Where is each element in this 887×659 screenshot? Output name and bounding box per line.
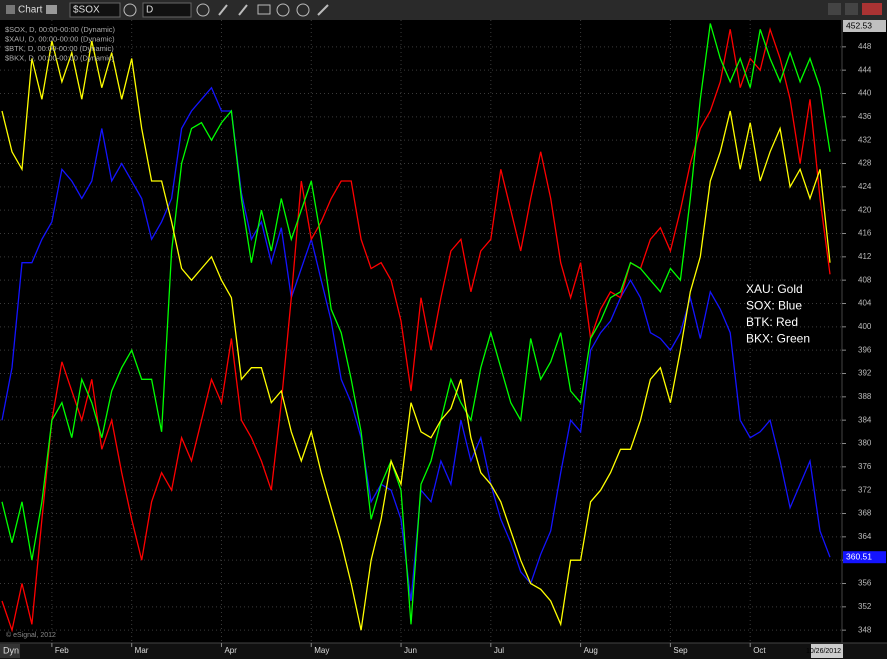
close-button[interactable] <box>862 3 882 15</box>
x-tick-label: Jul <box>494 646 504 655</box>
y-tick-label: 352 <box>858 602 872 611</box>
legend-entry: $XAU, D, 00:00-00:00 (Dynamic) <box>5 34 115 43</box>
y-tick-label: 408 <box>858 275 872 284</box>
y-tick-label: 392 <box>858 369 872 378</box>
y-tick-label: 432 <box>858 135 872 144</box>
y-tick-label: 444 <box>858 65 872 74</box>
y-tick-label: 396 <box>858 345 872 354</box>
annotation: XAU: Gold <box>746 282 803 296</box>
price-axis <box>842 20 887 643</box>
x-tick-label: Apr <box>224 646 237 655</box>
x-tick-label: Feb <box>55 646 69 655</box>
x-tick-label: Jun <box>404 646 417 655</box>
symbol[interactable]: $SOX <box>73 5 100 16</box>
y-tick-label: 388 <box>858 392 872 401</box>
y-tick-label: 412 <box>858 252 872 261</box>
y-tick-label: 420 <box>858 205 872 214</box>
y-tick-label: 400 <box>858 322 872 331</box>
y-tick-label: 372 <box>858 485 872 494</box>
line-tool[interactable] <box>238 4 248 16</box>
window-title: Chart <box>18 5 43 16</box>
x-tick-label: May <box>314 646 329 655</box>
draw-tool[interactable] <box>218 4 228 16</box>
mode-box[interactable] <box>0 644 20 658</box>
y-tick-label: 376 <box>858 462 872 471</box>
annotation: BTK: Red <box>746 315 798 329</box>
price-marker-box <box>843 551 886 564</box>
interval-box[interactable] <box>142 2 192 18</box>
play-button[interactable] <box>276 3 290 17</box>
annotation: SOX: Blue <box>746 299 802 313</box>
symbol-box[interactable] <box>69 2 121 18</box>
y-tick-label: 380 <box>858 439 872 448</box>
x-tick-label: Oct <box>753 646 766 655</box>
series-line <box>1 40 831 631</box>
legend-entry: $SOX, D, 00:00-00:00 (Dynamic) <box>5 25 116 34</box>
x-tick-label: Mar <box>135 646 149 655</box>
series-line <box>1 23 831 625</box>
template-button[interactable] <box>257 4 271 15</box>
y-tick-label: 384 <box>858 415 872 424</box>
link-icon[interactable] <box>46 5 57 14</box>
y-tick-label: 428 <box>858 159 872 168</box>
y-tick-label: 404 <box>858 299 872 308</box>
price-marker-box <box>843 20 886 32</box>
toolbar <box>0 0 887 20</box>
interval[interactable]: D <box>146 5 153 16</box>
x-tick-label: Aug <box>584 646 598 655</box>
maximize-button[interactable] <box>845 3 858 15</box>
credit: © eSignal, 2012 <box>6 631 56 639</box>
y-tick-label: 356 <box>858 579 872 588</box>
legend-entry: $BKX, D, 00:00-00:00 (Dynamic) <box>5 53 115 62</box>
date-box <box>811 644 843 658</box>
series-line <box>1 26 831 633</box>
interval-button[interactable] <box>196 3 210 17</box>
y-tick-label: 436 <box>858 112 872 121</box>
chart-icon <box>6 5 15 14</box>
y-tick-label: 364 <box>858 532 872 541</box>
y-tick-label: 348 <box>858 625 872 634</box>
y-tick-label: 424 <box>858 182 872 191</box>
price-marker-label: 360.51 <box>846 551 872 561</box>
add-button[interactable] <box>296 3 310 17</box>
x-tick-label: Sep <box>673 646 688 655</box>
price-marker-label: 452.53 <box>846 20 872 30</box>
eraser-tool[interactable] <box>317 4 329 16</box>
x-tick-label: 10/26/2012 <box>806 648 841 655</box>
y-tick-label: 440 <box>858 89 872 98</box>
symbol-button[interactable] <box>123 3 137 17</box>
y-tick-label: 416 <box>858 229 872 238</box>
annotation: BKX: Green <box>746 332 810 346</box>
y-tick-label: 448 <box>858 42 872 51</box>
legend-entry: $BTK, D, 00:00-00:00 (Dynamic) <box>5 44 114 53</box>
y-tick-label: 368 <box>858 509 872 518</box>
mode[interactable]: Dyn <box>3 645 19 655</box>
minimize-button[interactable] <box>828 3 841 15</box>
